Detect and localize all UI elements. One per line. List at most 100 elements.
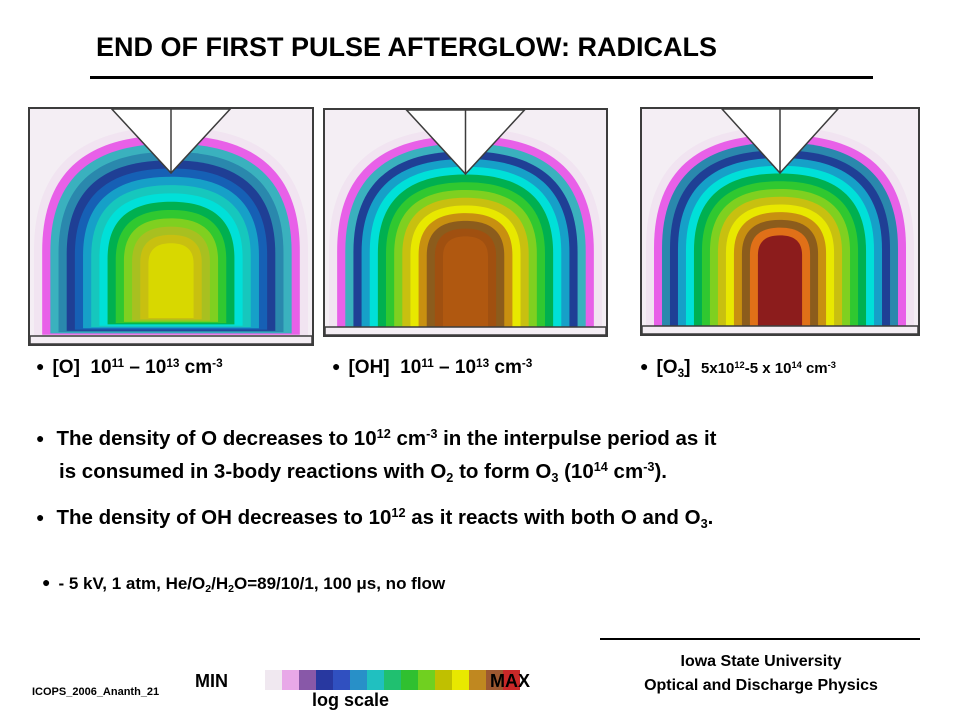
oh-density-contour-plot — [325, 110, 606, 335]
text-run: The density of O decreases to 10 — [56, 427, 377, 450]
text-run: s, no flow — [366, 574, 446, 593]
species-name: [O — [656, 357, 678, 378]
species-subscript: 3 — [677, 366, 685, 380]
mu-symbol: μ — [356, 574, 367, 593]
bullet-icon: ● — [332, 358, 341, 374]
unit-exponent: -3 — [212, 356, 223, 370]
colorbar-swatch — [435, 670, 452, 690]
colorbar-swatch — [384, 670, 401, 690]
colorbar — [265, 670, 520, 690]
text-run: in the interpulse period as it — [437, 427, 717, 450]
exponent: 12 — [376, 426, 391, 442]
colorbar-swatch — [333, 670, 350, 690]
conditions-note: ● - 5 kV, 1 atm, He/O2/H2O=89/10/1, 100 μ… — [42, 574, 445, 594]
text-run: /H — [211, 574, 229, 593]
range-exponent: 14 — [791, 359, 802, 370]
colorbar-swatch — [350, 670, 367, 690]
text-run: (10 — [558, 460, 594, 483]
text-run: The density of OH decreases to 10 — [56, 506, 392, 529]
exponent: -3 — [643, 459, 655, 475]
species-name: [O] — [52, 357, 80, 378]
affiliation: Iowa State University Optical and Discha… — [600, 650, 922, 698]
range-unit: cm — [489, 357, 522, 378]
subscript: 3 — [551, 469, 559, 485]
title-underline — [90, 76, 873, 79]
range-unit: cm — [801, 360, 828, 377]
text-run: to form O — [453, 460, 552, 483]
colorbar-swatch — [282, 670, 299, 690]
substrate-base — [642, 325, 918, 334]
o-density-contour-plot — [30, 109, 312, 344]
range-exponent: 11 — [421, 356, 434, 370]
colorbar-swatch — [452, 670, 469, 690]
bullet-icon: ● — [36, 358, 45, 374]
paragraph-oh-density: ● The density of OH decreases to 1012 as … — [36, 502, 713, 535]
exponent: 14 — [593, 459, 608, 475]
subscript: 2 — [205, 583, 212, 596]
panel-o-density — [28, 107, 314, 346]
range-base: 10 — [400, 357, 422, 378]
colorbar-swatch — [469, 670, 486, 690]
range-exponent: 13 — [166, 356, 180, 370]
colorbar-swatch — [367, 670, 384, 690]
slide-title: END OF FIRST PULSE AFTERGLOW: RADICALS — [96, 32, 717, 62]
text-run: - 5 kV, 1 atm, He/O — [58, 574, 206, 593]
range-dash: – — [124, 357, 146, 378]
range-middle: -5 x 10 — [744, 360, 792, 377]
bullet-icon: ● — [42, 574, 51, 590]
label-oh-density: ● [OH] 1011 – 1013 cm-3 — [332, 357, 532, 379]
o3-density-contour-plot — [642, 109, 918, 334]
range-exponent: 13 — [476, 356, 490, 370]
range-base: 10 — [90, 357, 112, 378]
text-run: as it reacts with both O and O — [405, 506, 701, 529]
colorbar-swatch — [401, 670, 418, 690]
panel-oh-density — [323, 108, 608, 337]
substrate-base — [30, 335, 312, 344]
group-name: Optical and Discharge Physics — [644, 677, 878, 694]
exponent: -3 — [426, 426, 438, 442]
bullet-icon: ● — [36, 509, 45, 525]
subscript: 3 — [700, 515, 708, 531]
range-exponent: 12 — [734, 359, 745, 370]
species-name-end: ] — [684, 357, 691, 378]
paragraph-o-density: ● The density of O decreases to 1012 cm-3… — [36, 423, 716, 487]
colorbar-swatch — [418, 670, 435, 690]
contour-level — [443, 236, 488, 327]
range-unit: cm — [179, 357, 213, 378]
exponent: 12 — [391, 505, 406, 521]
colorbar-scale-label: log scale — [312, 690, 390, 710]
subscript: 2 — [446, 469, 454, 485]
paragraph-line: ● The density of O decreases to 1012 cm-3… — [36, 423, 716, 456]
university-name: Iowa State University — [680, 653, 842, 670]
range-prefix: 5x10 — [701, 360, 735, 377]
text-run: cm — [390, 427, 427, 450]
text-run: cm — [607, 460, 644, 483]
slide-id: ICOPS_2006_Ananth_21 — [32, 686, 160, 698]
contour-level — [148, 243, 194, 318]
text-run: O=89/10/1, 100 — [233, 574, 357, 593]
label-o3-density: ● [O3] 5x1012-5 x 1014 cm-3 — [640, 357, 836, 379]
unit-exponent: -3 — [827, 359, 836, 370]
text-run: is consumed in 3-body reactions with O — [59, 460, 447, 483]
species-name: [OH] — [348, 357, 390, 378]
panel-o3-density — [640, 107, 920, 336]
bullet-icon: ● — [640, 358, 649, 374]
paragraph-line: is consumed in 3-body reactions with O2 … — [36, 456, 716, 487]
text-run: ). — [654, 460, 668, 483]
subscript: 2 — [228, 583, 234, 596]
colorbar-max-label: MAX — [490, 671, 530, 691]
colorbar-swatch — [486, 670, 503, 690]
colorbar-swatch — [503, 670, 520, 690]
label-o-density: ● [O] 1011 – 1013 cm-3 — [36, 357, 223, 379]
colorbar-swatch — [299, 670, 316, 690]
text-run: . — [707, 506, 714, 529]
bullet-icon: ● — [36, 430, 45, 446]
substrate-base — [325, 326, 606, 335]
contour-level — [757, 235, 803, 326]
unit-exponent: -3 — [521, 356, 533, 370]
range-base: 10 — [454, 357, 477, 378]
colorbar-swatch — [265, 670, 282, 690]
colorbar-min-label: MIN — [195, 671, 228, 691]
range-exponent: 11 — [111, 356, 125, 370]
colorbar-swatch — [316, 670, 333, 690]
